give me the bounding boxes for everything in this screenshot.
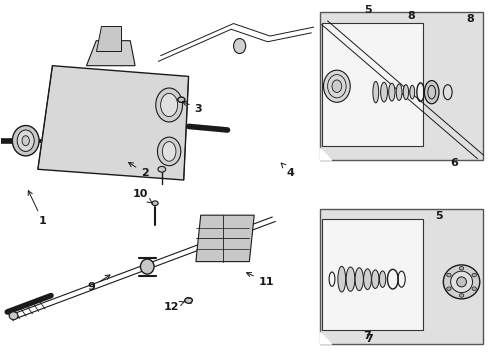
Ellipse shape (323, 70, 349, 102)
Text: 8: 8 (406, 12, 414, 21)
Ellipse shape (443, 265, 479, 299)
Text: 11: 11 (246, 273, 274, 287)
Ellipse shape (337, 266, 345, 292)
Ellipse shape (471, 287, 475, 291)
Ellipse shape (456, 277, 466, 287)
Text: 9: 9 (87, 275, 110, 292)
Ellipse shape (354, 268, 363, 291)
Ellipse shape (331, 80, 341, 93)
Polygon shape (196, 215, 254, 262)
Ellipse shape (177, 97, 184, 102)
Text: 1: 1 (28, 191, 46, 226)
Ellipse shape (371, 270, 378, 288)
Bar (322, 219, 423, 330)
Polygon shape (319, 332, 331, 344)
Ellipse shape (424, 81, 438, 104)
Polygon shape (96, 26, 120, 51)
Ellipse shape (156, 88, 182, 122)
Text: 7: 7 (363, 332, 370, 342)
Ellipse shape (363, 269, 371, 289)
Ellipse shape (233, 39, 245, 54)
Text: 2: 2 (128, 162, 148, 178)
Ellipse shape (17, 130, 34, 152)
Ellipse shape (22, 136, 29, 146)
Polygon shape (319, 208, 482, 344)
Text: 4: 4 (281, 163, 294, 178)
Ellipse shape (372, 81, 378, 103)
Text: 8: 8 (466, 14, 473, 24)
Ellipse shape (446, 287, 450, 291)
Ellipse shape (9, 312, 18, 320)
Ellipse shape (379, 271, 385, 287)
Ellipse shape (12, 126, 39, 156)
Ellipse shape (450, 271, 471, 293)
Ellipse shape (446, 273, 450, 277)
Ellipse shape (346, 267, 354, 291)
Text: 12: 12 (163, 301, 184, 312)
Polygon shape (319, 12, 482, 160)
Text: 5: 5 (434, 211, 442, 221)
Ellipse shape (140, 259, 154, 274)
Polygon shape (86, 41, 135, 66)
Polygon shape (319, 148, 331, 160)
Ellipse shape (388, 83, 394, 101)
Text: 6: 6 (449, 158, 458, 168)
Ellipse shape (471, 273, 475, 277)
Ellipse shape (157, 137, 181, 166)
Ellipse shape (380, 82, 386, 102)
Ellipse shape (162, 141, 176, 161)
Text: 7: 7 (364, 334, 372, 344)
Polygon shape (38, 66, 188, 180)
Ellipse shape (160, 93, 177, 117)
Ellipse shape (409, 85, 414, 99)
Text: 5: 5 (364, 5, 371, 15)
Ellipse shape (458, 266, 463, 270)
Text: 3: 3 (182, 101, 202, 113)
Ellipse shape (158, 166, 165, 172)
Bar (322, 23, 423, 146)
Ellipse shape (395, 84, 401, 100)
Ellipse shape (152, 201, 158, 206)
Ellipse shape (458, 294, 463, 297)
Text: 10: 10 (132, 189, 152, 203)
Ellipse shape (184, 297, 192, 303)
Ellipse shape (403, 85, 408, 100)
